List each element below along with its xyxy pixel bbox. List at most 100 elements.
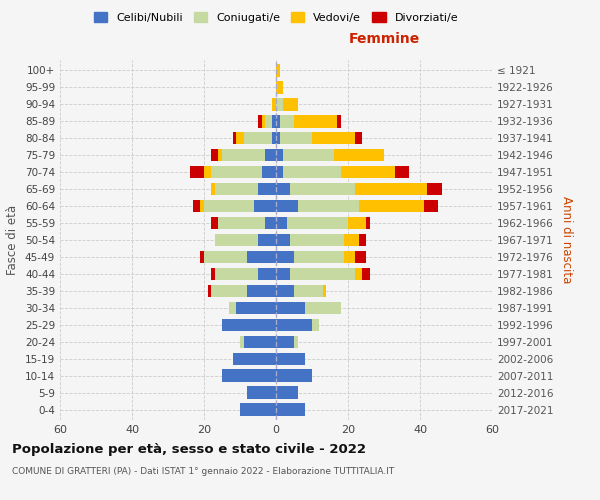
Bar: [258, 268, 276, 280]
Bar: [247, 386, 276, 399]
Bar: [355, 182, 427, 196]
Bar: [204, 166, 211, 178]
Bar: [276, 336, 294, 348]
Bar: [290, 234, 344, 246]
Bar: [208, 284, 211, 298]
Bar: [366, 216, 370, 230]
Bar: [204, 200, 254, 212]
Bar: [265, 148, 276, 162]
Bar: [276, 284, 294, 298]
Bar: [233, 352, 276, 365]
Bar: [323, 284, 326, 298]
Bar: [290, 182, 355, 196]
Bar: [258, 115, 262, 128]
Bar: [204, 250, 247, 264]
Bar: [294, 250, 344, 264]
Bar: [276, 268, 290, 280]
Bar: [211, 182, 215, 196]
Bar: [312, 318, 319, 332]
Bar: [290, 268, 355, 280]
Bar: [276, 98, 283, 110]
Text: Femmine: Femmine: [349, 32, 419, 46]
Bar: [222, 318, 276, 332]
Bar: [355, 268, 362, 280]
Bar: [233, 132, 236, 144]
Bar: [276, 148, 283, 162]
Bar: [211, 284, 247, 298]
Bar: [276, 302, 305, 314]
Bar: [244, 132, 272, 144]
Bar: [395, 166, 409, 178]
Bar: [283, 166, 341, 178]
Bar: [344, 250, 355, 264]
Bar: [276, 234, 290, 246]
Bar: [211, 268, 215, 280]
Text: Popolazione per età, sesso e stato civile - 2022: Popolazione per età, sesso e stato civil…: [12, 442, 366, 456]
Bar: [240, 404, 276, 416]
Bar: [276, 182, 290, 196]
Bar: [276, 318, 312, 332]
Legend: Celibi/Nubili, Coniugati/e, Vedovi/e, Divorziati/e: Celibi/Nubili, Coniugati/e, Vedovi/e, Di…: [89, 8, 463, 28]
Bar: [341, 166, 395, 178]
Bar: [312, 132, 355, 144]
Bar: [287, 216, 348, 230]
Bar: [247, 284, 276, 298]
Bar: [262, 115, 265, 128]
Text: COMUNE DI GRATTERI (PA) - Dati ISTAT 1° gennaio 2022 - Elaborazione TUTTITALIA.I: COMUNE DI GRATTERI (PA) - Dati ISTAT 1° …: [12, 468, 394, 476]
Bar: [337, 115, 341, 128]
Bar: [276, 132, 280, 144]
Bar: [362, 268, 370, 280]
Bar: [258, 182, 276, 196]
Bar: [272, 115, 276, 128]
Bar: [254, 200, 276, 212]
Bar: [262, 166, 276, 178]
Bar: [276, 115, 280, 128]
Bar: [222, 148, 265, 162]
Bar: [276, 404, 305, 416]
Y-axis label: Anni di nascita: Anni di nascita: [560, 196, 573, 284]
Bar: [236, 302, 276, 314]
Bar: [265, 115, 272, 128]
Bar: [218, 216, 265, 230]
Bar: [276, 250, 294, 264]
Bar: [211, 166, 262, 178]
Bar: [424, 200, 438, 212]
Bar: [298, 200, 359, 212]
Bar: [272, 132, 276, 144]
Bar: [258, 234, 276, 246]
Bar: [276, 64, 280, 76]
Bar: [229, 302, 236, 314]
Bar: [276, 352, 305, 365]
Bar: [305, 302, 341, 314]
Bar: [215, 182, 258, 196]
Bar: [276, 386, 298, 399]
Bar: [359, 234, 366, 246]
Bar: [334, 148, 384, 162]
Bar: [280, 115, 294, 128]
Bar: [240, 336, 244, 348]
Bar: [344, 234, 359, 246]
Bar: [283, 98, 298, 110]
Bar: [294, 115, 337, 128]
Bar: [200, 250, 204, 264]
Bar: [218, 148, 222, 162]
Bar: [215, 234, 258, 246]
Bar: [294, 336, 298, 348]
Bar: [427, 182, 442, 196]
Bar: [265, 216, 276, 230]
Bar: [294, 284, 323, 298]
Bar: [280, 132, 312, 144]
Bar: [193, 200, 200, 212]
Bar: [355, 250, 366, 264]
Bar: [276, 370, 312, 382]
Bar: [283, 148, 334, 162]
Bar: [200, 200, 204, 212]
Bar: [276, 200, 298, 212]
Bar: [215, 268, 258, 280]
Bar: [236, 132, 244, 144]
Bar: [359, 200, 424, 212]
Bar: [190, 166, 204, 178]
Bar: [348, 216, 366, 230]
Bar: [211, 148, 218, 162]
Y-axis label: Fasce di età: Fasce di età: [7, 205, 19, 275]
